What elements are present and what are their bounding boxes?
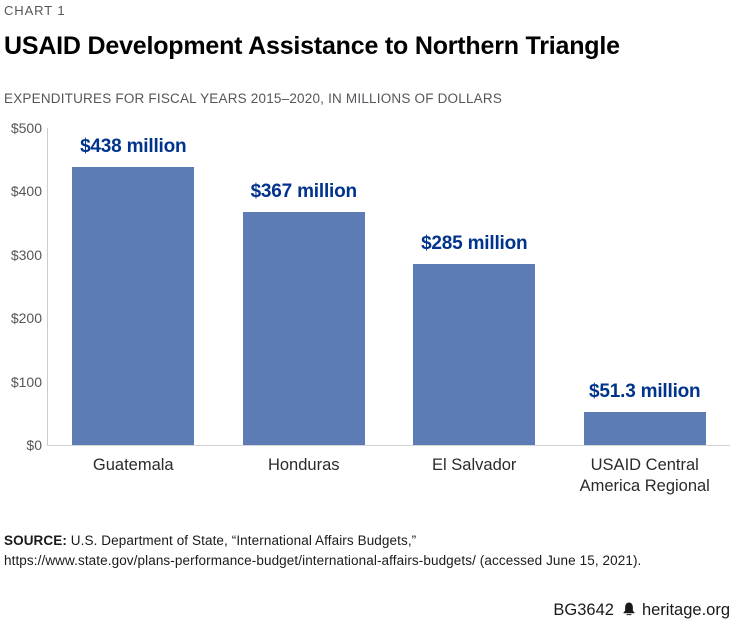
y-axis-line (47, 128, 48, 445)
plot-area: $438 million $367 million $285 million $51.… (48, 128, 730, 445)
chart-subtitle: EXPENDITURES FOR FISCAL YEARS 2015–2020,… (4, 91, 503, 106)
bar-honduras (242, 212, 365, 445)
category-label: Honduras (267, 456, 340, 474)
x-axis-line (47, 445, 730, 446)
bar-slot: $51.3 million (560, 128, 731, 445)
bar-el-salvador (413, 264, 536, 445)
bar-slot: $285 million (389, 128, 560, 445)
source-label: SOURCE: (4, 533, 67, 548)
bar-slot: $367 million (219, 128, 390, 445)
y-tick-label: $500 (10, 120, 42, 136)
y-tick-label: $100 (10, 373, 42, 390)
bar-value-label: $438 million (80, 136, 187, 158)
category-axis: Guatemala Honduras El Salvador USAID Centra… (48, 455, 730, 497)
y-tick-label: $300 (10, 246, 42, 263)
bar-value-label: $285 million (421, 233, 528, 255)
chart-kicker: CHART 1 (4, 3, 66, 18)
heritage-bell-icon (621, 601, 637, 621)
category-label: Guatemala (92, 456, 174, 474)
bar-usaid-central-america-regional (583, 412, 706, 445)
footer: BG3642 heritage.org (4, 601, 730, 621)
bar-value-label: $367 million (250, 181, 358, 203)
bar-guatemala (72, 167, 195, 445)
source-note: SOURCE: U.S. Department of State, “Inter… (4, 531, 730, 571)
y-tick-label: $0 (26, 437, 42, 453)
y-tick-label: $200 (10, 310, 42, 327)
y-tick-label: $400 (10, 183, 42, 200)
source-line-1: SOURCE: U.S. Department of State, “Inter… (4, 531, 730, 551)
footer-id: BG3642 (553, 601, 614, 619)
category-label: El Salvador (432, 456, 517, 474)
bar-value-label: $51.3 million (589, 381, 701, 403)
source-line-2: https://www.state.gov/plans-performance-… (4, 553, 642, 568)
bar-slot: $438 million (48, 128, 219, 445)
page-title: USAID Development Assistance to Northern… (4, 32, 620, 60)
footer-site: heritage.org (641, 601, 730, 619)
bar-chart: $0 $100 $200 $300 $400 $500 $438 million $367 … (4, 120, 730, 453)
source-text: U.S. Department of State, “International… (66, 533, 417, 548)
category-label: USAID Central America Regional (579, 456, 710, 495)
